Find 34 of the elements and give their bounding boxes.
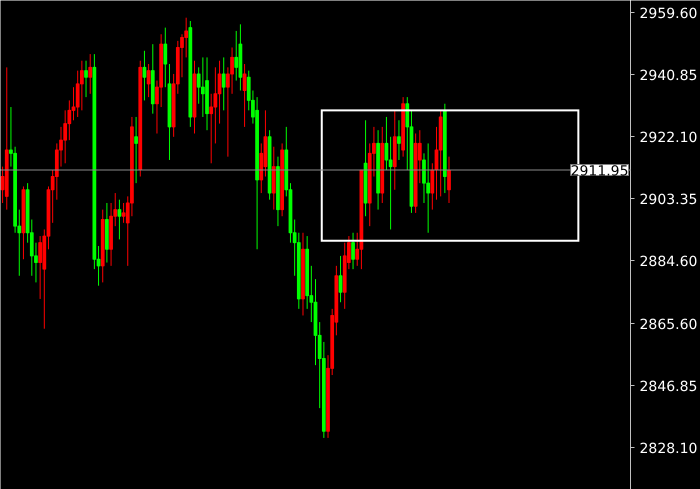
y-tick-label: 2884.60: [640, 254, 698, 270]
candlestick: [80, 60, 84, 111]
candlestick: [242, 64, 246, 128]
candlestick: [38, 236, 42, 300]
y-tick-label: 2922.10: [640, 130, 698, 146]
candlestick: [122, 202, 126, 224]
candlestick: [200, 56, 205, 118]
candlestick: [67, 100, 72, 141]
candlestick: [88, 54, 92, 94]
candlestick: [222, 56, 226, 111]
candlestick: [76, 70, 80, 118]
candlestick: [351, 232, 355, 270]
candlestick: [209, 93, 214, 164]
candlestick: [213, 66, 218, 144]
y-tick-label: 2903.35: [640, 192, 698, 208]
candlestick: [118, 199, 122, 240]
y-tick-label: 2940.85: [640, 68, 698, 84]
y-tick-label: 2865.60: [640, 316, 698, 333]
candlestick: [184, 17, 188, 58]
y-tick-label: 2846.85: [640, 378, 698, 395]
candlestick: [146, 64, 150, 98]
candlestick: [142, 50, 146, 101]
candlestick: [84, 60, 88, 98]
y-tick-label: 2828.10: [640, 440, 698, 457]
candlestick: [426, 142, 430, 234]
candlestick: [447, 156, 451, 204]
candlestick: [397, 120, 401, 160]
candlestick: [196, 66, 201, 104]
candlestick: [234, 30, 238, 82]
ref-line-label: 2911.95: [570, 164, 629, 180]
y-tick-label: 2959.60: [640, 6, 698, 22]
candlestick: [134, 116, 138, 184]
candlestick: [338, 255, 342, 303]
candlestick: [63, 110, 68, 164]
